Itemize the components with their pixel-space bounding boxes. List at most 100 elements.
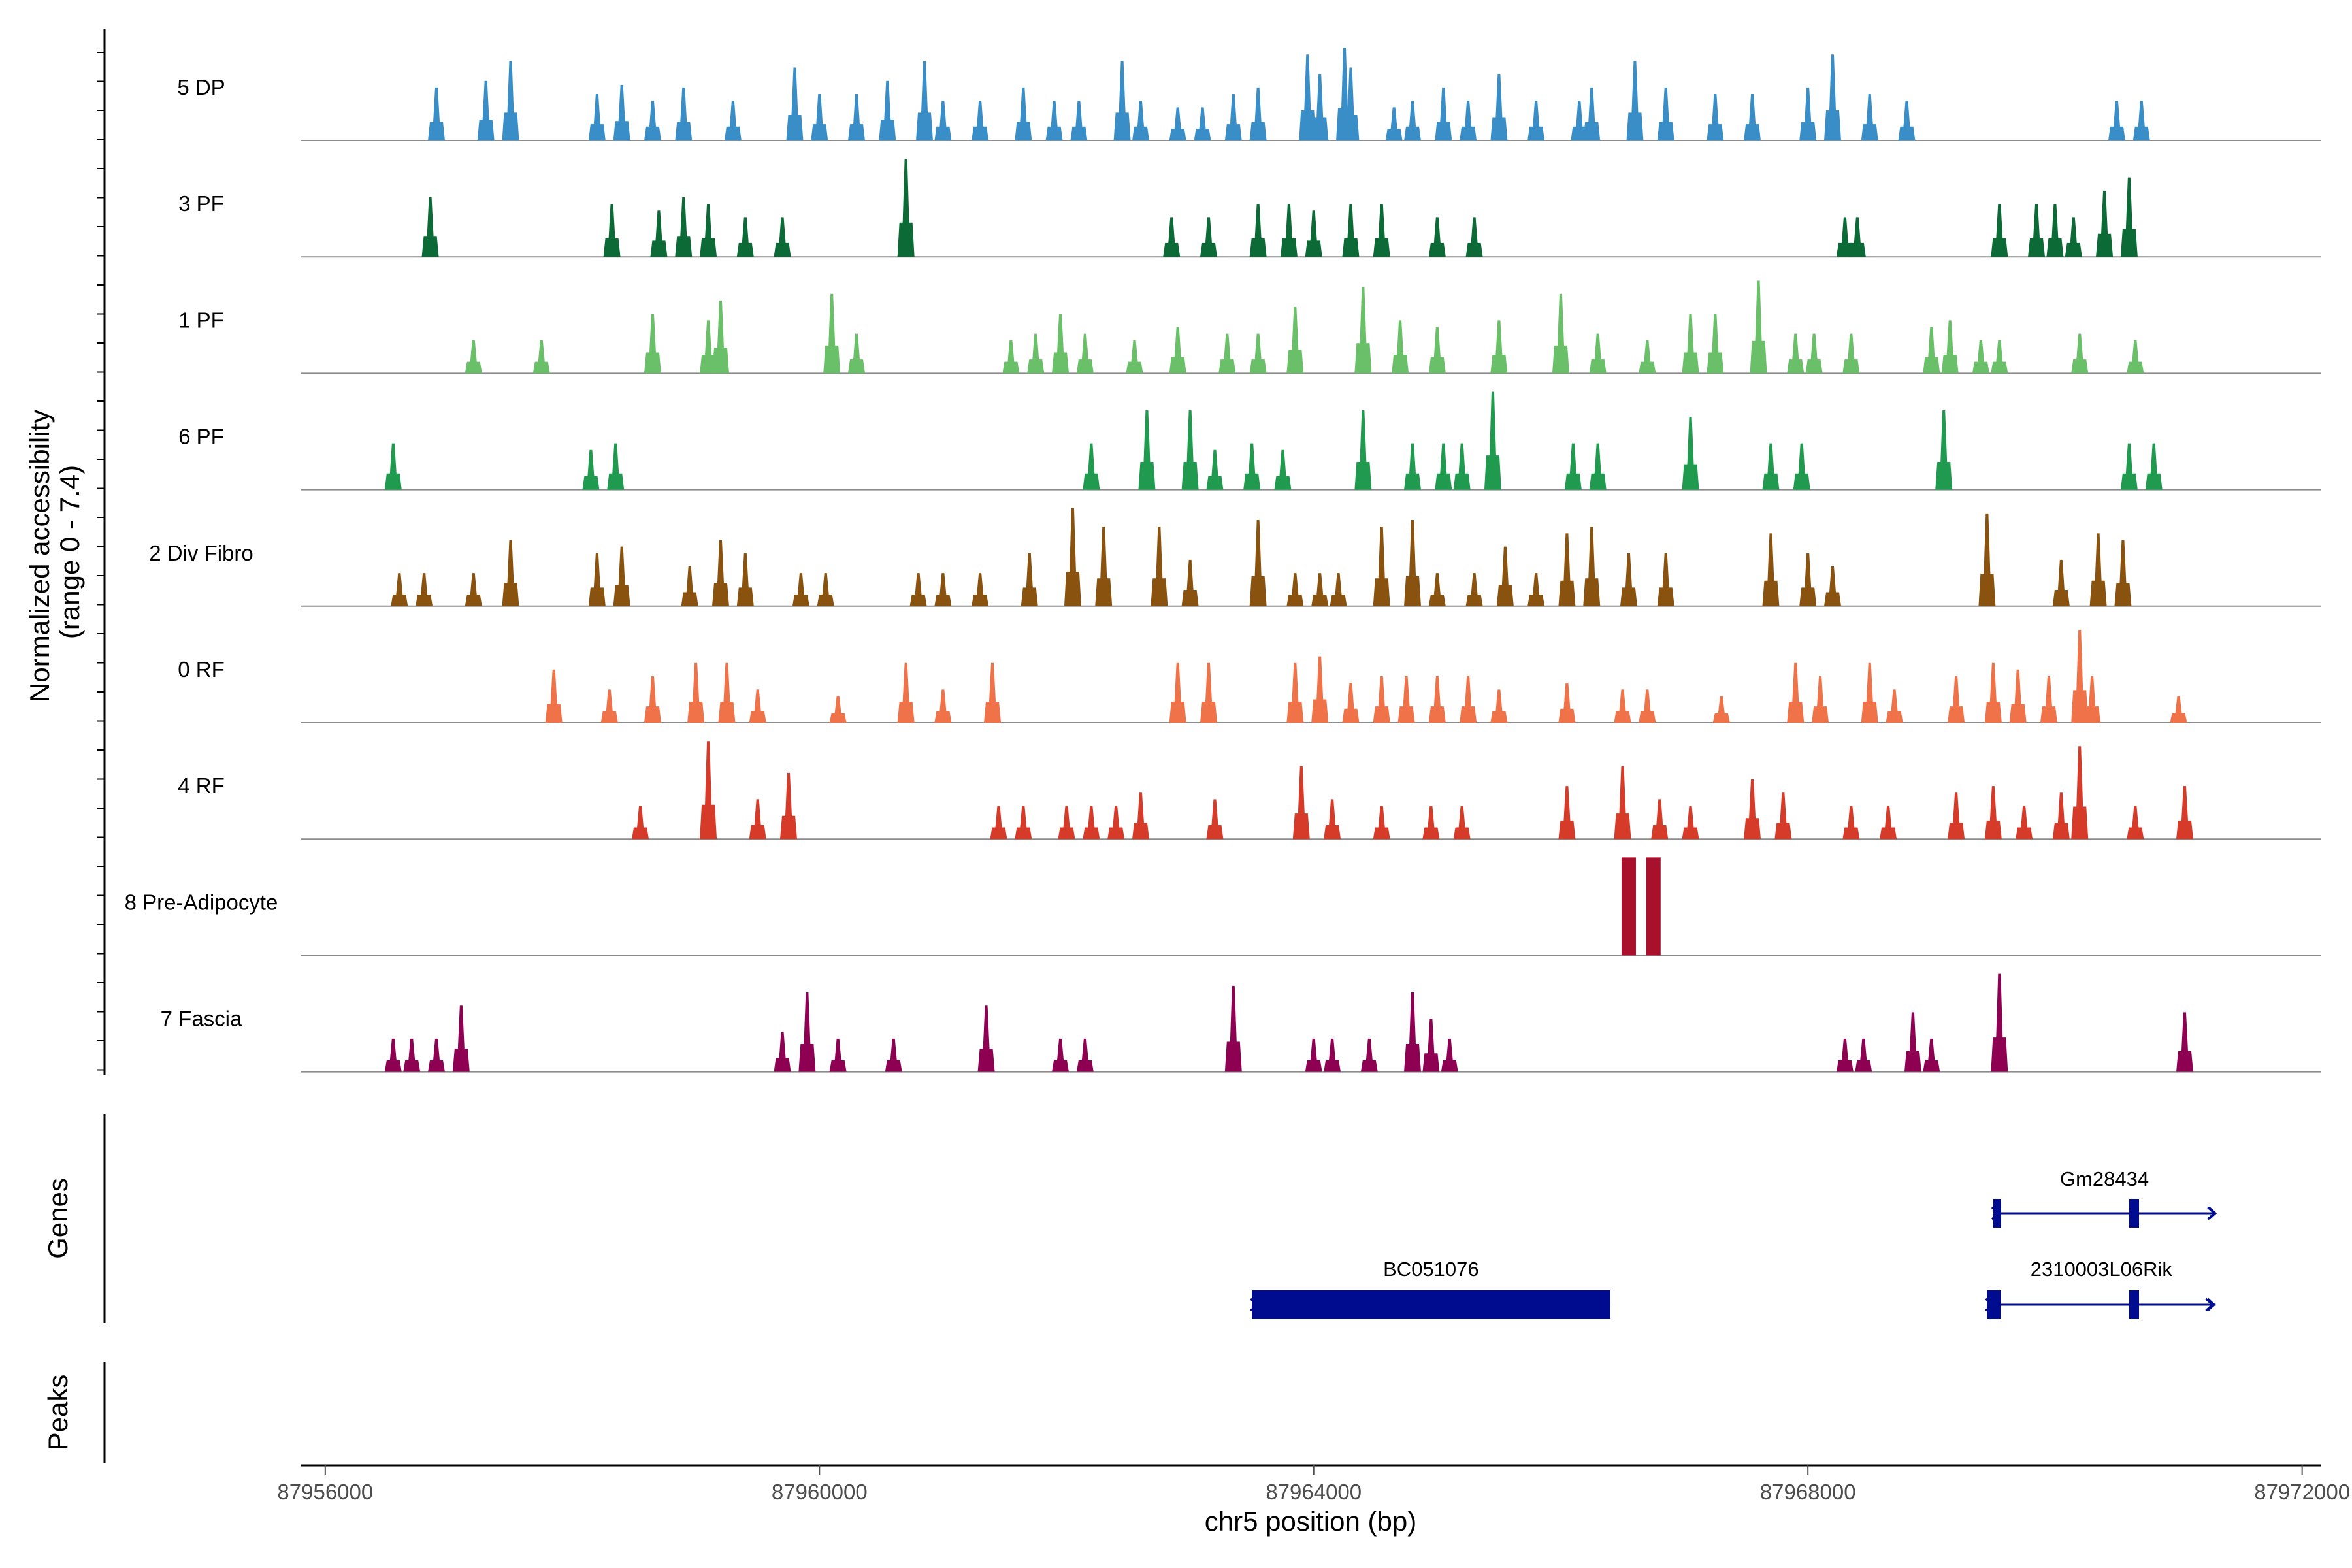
coverage-peak <box>1558 683 1576 723</box>
coverage-peak <box>1206 449 1224 490</box>
coverage-peak <box>477 80 495 140</box>
track-8: 8 Pre-Adipocyte <box>125 857 2321 956</box>
coverage-peak <box>972 101 989 140</box>
track-label: 3 PF <box>178 191 224 216</box>
coverage-peak <box>2120 443 2138 490</box>
coverage-peak <box>1243 443 1261 490</box>
coverage-peak <box>1045 101 1063 140</box>
gene-exon <box>1993 1199 2001 1228</box>
coverage-peak <box>1972 340 1989 374</box>
gene-exon <box>2129 1290 2140 1319</box>
coverage-peak <box>687 662 705 723</box>
coverage-peak <box>1682 314 1699 374</box>
coverage-peak <box>2071 630 2089 723</box>
coverage-peak <box>711 540 729 606</box>
coverage-peak <box>1682 417 1699 490</box>
coverage-peak <box>1750 280 1767 374</box>
peaks-panel-label: Peaks <box>42 1375 73 1451</box>
track-label: 5 DP <box>177 75 225 99</box>
coverage-peak <box>1286 307 1304 374</box>
coverage-peak <box>600 689 618 723</box>
coverage-peak <box>1460 676 1477 723</box>
coverage-peak <box>779 772 797 840</box>
coverage-peak <box>632 806 649 840</box>
coverage-peak <box>416 573 433 606</box>
coverage-peak <box>2052 559 2070 606</box>
coverage-peak <box>1861 662 1878 723</box>
coverage-peak <box>1984 786 2002 840</box>
coverage-peak <box>909 573 927 606</box>
coverage-peak <box>1070 101 1088 140</box>
coverage-peak <box>1200 662 1217 723</box>
coverage-peak <box>644 101 661 140</box>
coverage-peak <box>2108 101 2125 140</box>
coverage-peak <box>1218 333 1236 374</box>
coverage-peak <box>2127 340 2144 374</box>
coverage-peak <box>916 61 934 140</box>
coverage-peak <box>1978 513 1996 606</box>
coverage-peak <box>502 540 519 606</box>
track-7: 4 RF <box>178 741 2321 840</box>
coverage-peak <box>1274 449 1292 490</box>
coverage-peak <box>1682 806 1699 840</box>
coverage-peak <box>1163 217 1181 257</box>
coverage-peak <box>1305 1038 1322 1072</box>
coverage-peak <box>1354 287 1372 374</box>
coverage-peak <box>749 689 766 723</box>
coverage-peak <box>1027 333 1045 374</box>
coverage-peak <box>1460 101 1477 140</box>
coverage-peak <box>1948 792 1965 840</box>
coverage-peak <box>1812 676 1829 723</box>
gene-label: 2310003L06Rik <box>2031 1258 2173 1281</box>
y-axis-title-line2: (range 0 - 7.4) <box>54 465 85 639</box>
gene-exon <box>1987 1290 2001 1319</box>
gene-2310003L06Rik: 2310003L06Rik <box>1985 1258 2216 1319</box>
coverage-peak <box>1324 1038 1341 1072</box>
coverage-peak <box>1200 217 1217 257</box>
coverage-peak <box>1453 806 1471 840</box>
coverage-peak <box>1286 662 1304 723</box>
coverage-peak <box>2065 217 2082 257</box>
coverage-peak <box>1848 217 1866 257</box>
gene-exon <box>2129 1199 2140 1228</box>
coverage-peak <box>897 662 915 723</box>
track-1: 5 DP <box>177 48 2321 141</box>
coverage-peak <box>2052 792 2070 840</box>
coverage-peak <box>1083 806 1100 840</box>
coverage-peak <box>817 573 834 606</box>
track-2: 3 PF <box>178 159 2321 258</box>
coverage-peak <box>990 806 1007 840</box>
coverage-peak <box>798 992 816 1072</box>
coverage-peak <box>1589 333 1607 374</box>
coverage-peak <box>1880 806 1897 840</box>
coverage-peak <box>1373 527 1390 606</box>
track-9: 7 Fascia <box>161 973 2321 1073</box>
coverage-peak <box>1428 676 1446 723</box>
strand-arrow <box>2207 1298 2216 1312</box>
coverage-peak <box>1564 443 1582 490</box>
coverage-peak <box>1799 553 1817 606</box>
y-axis-ticks <box>97 52 105 1071</box>
coverage-peak <box>1169 662 1186 723</box>
coverage-peak <box>1898 101 1916 140</box>
coverage-peak <box>1799 87 1817 140</box>
coverage-peak <box>1435 443 1452 490</box>
coverage-peak <box>2120 177 2138 257</box>
coverage-peak <box>1651 799 1669 840</box>
coverage-peak <box>1422 806 1440 840</box>
coverage-peak <box>1941 320 1959 374</box>
coverage-peak <box>972 573 989 606</box>
coverage-peak <box>1793 443 1810 490</box>
coverage-peak <box>1558 533 1576 606</box>
coverage-peak <box>1132 101 1149 140</box>
coverage-peak <box>1404 101 1422 140</box>
coverage-peak <box>1095 527 1113 606</box>
coverage-peak <box>1712 696 1730 723</box>
coverage-peak <box>2145 443 2163 490</box>
gene-exon <box>1252 1290 1610 1319</box>
coverage-peak <box>1324 799 1341 840</box>
gene-BC051076: BC051076 <box>1250 1258 1610 1319</box>
coverage-peak <box>1181 559 1199 606</box>
coverage-peak <box>2096 190 2114 257</box>
coverage-peak <box>1842 806 1860 840</box>
